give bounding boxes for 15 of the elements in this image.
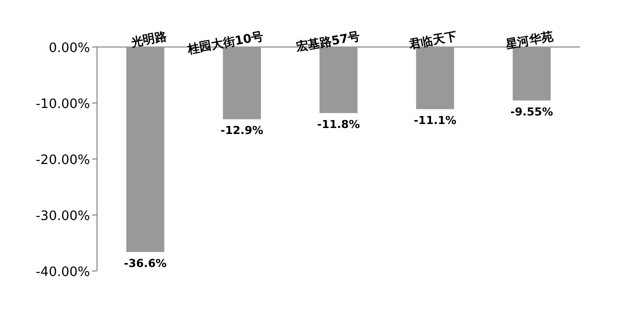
y-tick-label: -20.00% — [36, 153, 90, 168]
y-tick-label: -40.00% — [36, 265, 90, 280]
data-label: -36.6% — [124, 256, 167, 270]
x-tick-label: 桂园大街10号 — [185, 29, 264, 56]
data-label: -9.55% — [510, 105, 554, 118]
x-tick-label: 君临天下 — [406, 29, 458, 52]
y-tick-label: -30.00% — [36, 209, 90, 224]
data-label: -11.1% — [414, 114, 456, 128]
y-tick-label: 0.00% — [48, 41, 90, 56]
data-label: -11.8% — [317, 118, 360, 132]
x-tick-label: 光明路 — [128, 28, 169, 50]
x-tick-label: 星河华苑 — [504, 29, 554, 52]
y-tick-label: -10.00% — [36, 97, 90, 112]
x-tick-label: 宏基路57号 — [294, 29, 362, 54]
data-label: -12.9% — [220, 124, 264, 138]
